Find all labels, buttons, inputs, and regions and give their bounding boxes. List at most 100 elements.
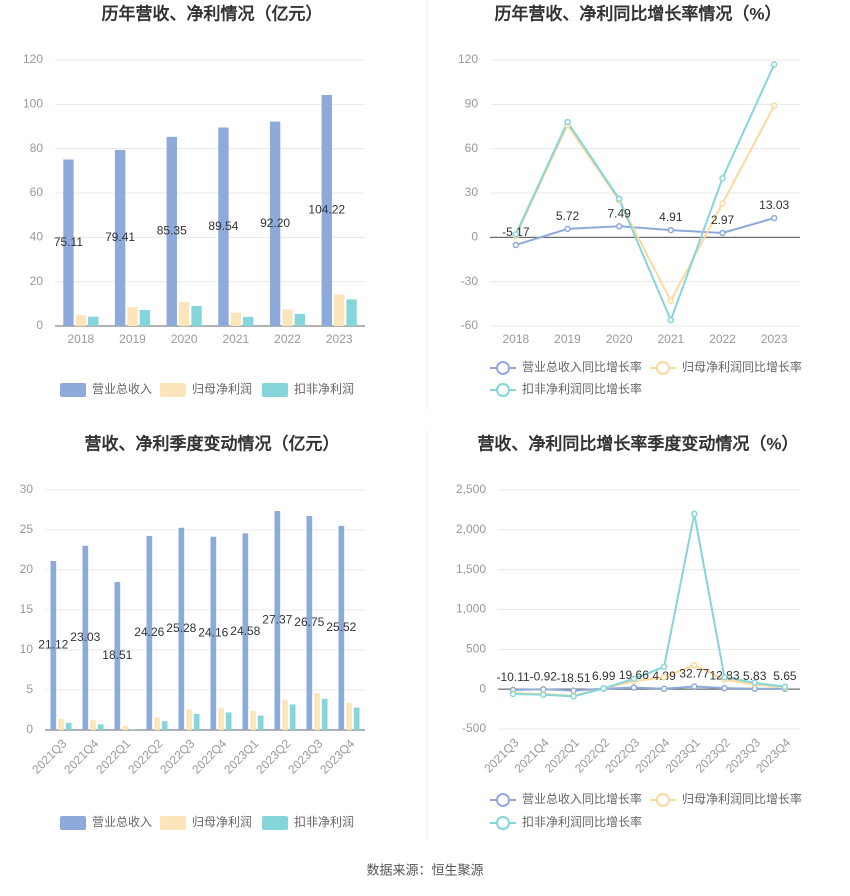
point	[719, 200, 726, 207]
x-tick-label: 2023	[326, 332, 353, 346]
point	[630, 684, 638, 691]
data-label: 26.75	[294, 615, 324, 629]
point	[660, 685, 668, 693]
x-tick-label: 2020	[171, 332, 198, 346]
data-label: 24.16	[198, 626, 228, 640]
point	[512, 231, 520, 238]
x-tick-label: 2022	[274, 332, 301, 346]
point	[564, 225, 571, 233]
chart-title: 历年营收、净利同比增长率情况（%）	[494, 3, 781, 23]
bar	[63, 159, 74, 326]
bar	[114, 581, 121, 730]
legend-swatch	[656, 361, 670, 375]
bar	[346, 702, 352, 730]
legend-label: 归母净利润	[192, 382, 252, 396]
x-tick-label: 2021	[222, 332, 249, 346]
legend-label: 扣非净利润	[294, 382, 354, 396]
y-tick-label: 30	[20, 482, 34, 496]
data-label: 24.26	[134, 625, 164, 639]
point	[770, 61, 778, 68]
y-tick-label: -500	[462, 721, 486, 735]
y-tick-label: 0	[36, 318, 43, 332]
data-label: 85.35	[157, 224, 187, 238]
point	[570, 693, 577, 700]
line	[514, 64, 776, 323]
legend-swatch	[160, 816, 186, 830]
bar	[250, 710, 256, 730]
y-tick-label: 20	[20, 562, 34, 576]
point	[615, 195, 623, 203]
bar	[114, 149, 126, 326]
data-label: 25.28	[166, 621, 196, 635]
bar	[274, 511, 281, 730]
point	[660, 673, 668, 681]
y-tick-label: 0	[479, 681, 486, 695]
point	[770, 102, 778, 110]
y-tick-label: 30	[465, 185, 479, 199]
point	[721, 673, 728, 681]
legend-swatch	[496, 793, 510, 807]
y-tick-label: 80	[30, 141, 44, 155]
point	[691, 510, 698, 518]
y-tick-label: 0	[26, 722, 33, 736]
point	[751, 679, 758, 687]
bar	[186, 709, 192, 730]
bar	[321, 698, 328, 730]
x-tick-label: 2023Q4	[317, 736, 357, 776]
x-tick-label: 2023Q3	[285, 736, 325, 776]
x-tick-label: 2023Q1	[221, 736, 261, 776]
point	[770, 214, 778, 222]
x-tick-label: 2018	[67, 332, 94, 346]
chart-title: 历年营收、净利情况（亿元）	[102, 3, 323, 23]
bar	[127, 307, 138, 326]
y-tick-label: 120	[23, 52, 43, 66]
legend-label: 扣非净利润同比增长率	[522, 814, 642, 829]
source: 数据来源：恒生聚源	[366, 862, 483, 877]
legend-label: 营业总收入	[92, 382, 152, 396]
point	[721, 684, 728, 692]
data-label: 5.65	[773, 669, 797, 683]
x-tick-label: 2019	[119, 332, 146, 346]
bar	[321, 94, 332, 326]
bar	[210, 536, 217, 730]
bar	[166, 136, 177, 326]
point	[540, 691, 547, 698]
bar	[161, 721, 168, 730]
bar	[65, 722, 72, 730]
data-label: 25.52	[326, 620, 356, 634]
x-tick-label: 2022Q2	[125, 736, 165, 776]
point	[630, 675, 638, 683]
data-label: -10.11	[497, 670, 530, 684]
legend-label: 扣非净利润同比增长率	[522, 381, 642, 396]
data-label: 7.49	[607, 206, 631, 220]
bar	[88, 316, 99, 326]
point	[509, 690, 517, 698]
bar	[75, 314, 87, 326]
bar	[178, 527, 185, 730]
data-label: 18.51	[102, 648, 132, 662]
bar	[50, 561, 57, 730]
x-tick-label: 2019	[554, 332, 581, 346]
data-label: 92.20	[260, 216, 290, 230]
y-tick-label: 90	[465, 97, 479, 111]
data-label: 5.83	[743, 669, 767, 683]
x-tick-label: 2018	[502, 332, 529, 346]
legend-swatch	[262, 816, 288, 830]
x-tick-label: 2020	[606, 332, 633, 346]
bar	[58, 718, 64, 730]
data-label: 24.58	[230, 624, 260, 638]
bar	[230, 312, 242, 326]
x-tick-label: 2023	[761, 332, 788, 346]
legend-label: 营业总收入同比增长率	[522, 359, 642, 374]
point	[781, 683, 789, 691]
x-tick-label: 2022Q4	[189, 736, 229, 776]
bar	[333, 294, 345, 326]
point	[600, 685, 607, 692]
point	[667, 297, 675, 305]
legend-swatch	[656, 793, 670, 807]
bar	[139, 310, 151, 326]
bar	[314, 693, 320, 730]
legend-swatch	[262, 383, 288, 397]
y-tick-label: 120	[458, 52, 478, 66]
